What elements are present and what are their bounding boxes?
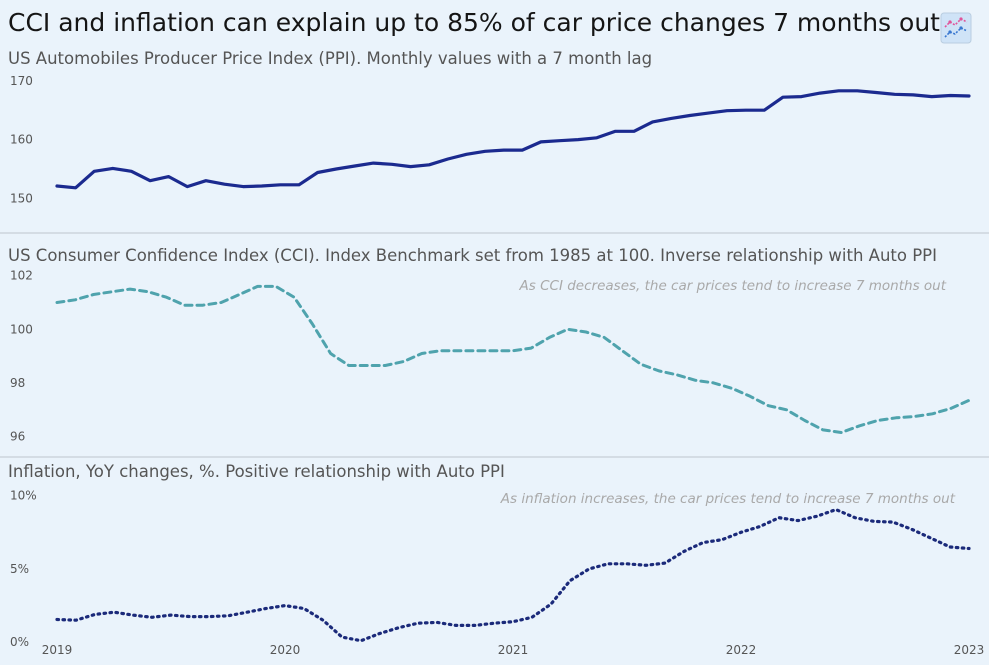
cci-y-tick-label: 98 bbox=[10, 376, 25, 390]
x-axis: 2019 2020 2021 2022 2023 bbox=[42, 643, 985, 657]
inflation-panel: 0% 5% 10% bbox=[10, 489, 971, 649]
chart-increasing-icon bbox=[940, 12, 972, 44]
ppi-y-tick-label: 160 bbox=[10, 133, 33, 147]
inflation-y-tick-label: 0% bbox=[10, 635, 29, 649]
ppi-panel-title: US Automobiles Producer Price Index (PPI… bbox=[8, 49, 653, 68]
ppi-y-tick-label: 170 bbox=[10, 74, 33, 88]
cci-series-line bbox=[55, 284, 971, 434]
ppi-y-tick-label: 150 bbox=[10, 191, 33, 205]
cci-panel: 96 98 100 102 bbox=[10, 269, 971, 444]
x-tick-label: 2021 bbox=[498, 643, 529, 657]
inflation-annotation: As inflation increases, the car prices t… bbox=[500, 491, 955, 507]
cci-y-tick-label: 96 bbox=[10, 430, 25, 444]
inflation-series-line bbox=[55, 508, 971, 643]
x-tick-label: 2020 bbox=[270, 643, 301, 657]
inflation-y-tick-label: 10% bbox=[10, 489, 37, 503]
ppi-panel: 150 160 170 bbox=[10, 74, 971, 205]
cci-annotation: As CCI decreases, the car prices tend to… bbox=[519, 278, 946, 294]
main-title: CCI and inflation can explain up to 85% … bbox=[8, 8, 940, 37]
x-tick-label: 2023 bbox=[954, 643, 985, 657]
x-tick-label: 2019 bbox=[42, 643, 73, 657]
inflation-y-tick-label: 5% bbox=[10, 562, 29, 576]
cci-y-tick-label: 100 bbox=[10, 322, 33, 336]
cci-panel-title: US Consumer Confidence Index (CCI). Inde… bbox=[8, 246, 937, 265]
inflation-panel-title: Inflation, YoY changes, %. Positive rela… bbox=[8, 462, 505, 481]
x-tick-label: 2022 bbox=[726, 643, 757, 657]
cci-y-tick-label: 102 bbox=[10, 269, 33, 283]
ppi-series-line bbox=[55, 89, 971, 190]
